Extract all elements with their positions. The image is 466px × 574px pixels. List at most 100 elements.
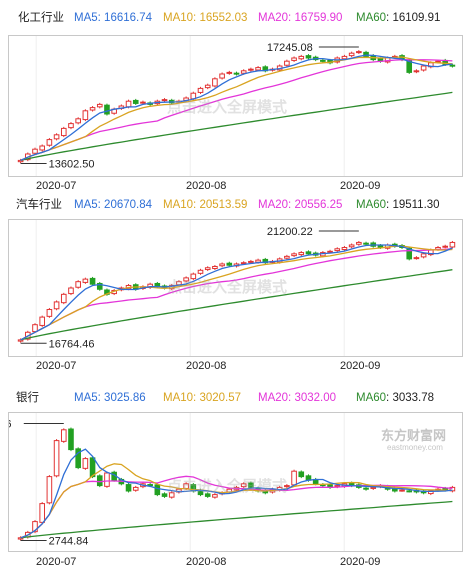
ma5-line	[20, 244, 453, 341]
candle-up	[219, 263, 225, 267]
candle-up	[53, 134, 60, 140]
legend-ma60: MA60: 3033.78	[356, 392, 435, 404]
candle-up	[82, 110, 89, 121]
fullscreen-watermark[interactable]: 点击进入全屏模式	[167, 478, 288, 495]
candle-up	[39, 145, 45, 151]
ma5-line	[20, 448, 453, 539]
candle-up	[82, 278, 89, 283]
candle-up	[341, 247, 348, 251]
high-annotation: 21200.22	[267, 226, 313, 238]
high-annotation: 17245.08	[267, 42, 313, 54]
candle-up	[75, 118, 81, 124]
candle-down	[449, 64, 456, 67]
candle-up	[298, 55, 305, 60]
candle-up	[46, 309, 53, 317]
candle-up	[413, 257, 420, 260]
candle-up	[255, 259, 261, 263]
x-tick: 2020-08	[186, 556, 227, 568]
ma10-line	[20, 463, 453, 539]
plot-area[interactable]: 17245.08 13602.50 点击进入全屏模式	[8, 35, 463, 177]
candle-up	[291, 470, 297, 486]
candle-up	[284, 485, 290, 488]
candle-down	[96, 282, 103, 290]
candle-down	[305, 55, 312, 59]
candle-up	[46, 476, 53, 504]
candle-down	[305, 251, 312, 255]
candle-down	[89, 277, 96, 285]
candle-down	[204, 493, 211, 497]
plot-area[interactable]: 3395.26 2744.84 点击进入全屏模式 东方财富网 eastmoney.…	[8, 412, 463, 552]
candle-down	[226, 262, 233, 266]
candle-up	[204, 84, 211, 89]
x-tick: 2020-09	[340, 556, 381, 568]
candle-up	[60, 127, 67, 137]
candle-up	[197, 87, 204, 93]
legend-ma10: MA10: 16552.03	[163, 12, 248, 24]
candle-up	[161, 99, 168, 102]
candle-up	[449, 241, 456, 248]
x-tick: 2020-08	[186, 360, 227, 372]
candle-up	[82, 458, 89, 469]
fullscreen-watermark[interactable]: 点击进入全屏模式	[167, 279, 288, 296]
candle-up	[46, 139, 53, 146]
ma60-line	[20, 269, 453, 341]
candle-up	[226, 71, 233, 74]
candle-up	[291, 57, 297, 61]
candle-up	[53, 301, 60, 310]
candle-down	[132, 99, 139, 104]
candle-up	[291, 253, 297, 257]
legend-ma20: MA20: 3032.00	[258, 392, 337, 404]
low-annotation: 2744.84	[49, 536, 89, 548]
candle-down	[104, 104, 110, 115]
ma20-line	[20, 248, 453, 341]
candle-up	[212, 78, 218, 87]
legend-ma5: MA5: 3025.86	[74, 392, 146, 404]
candle-down	[363, 51, 369, 57]
x-tick: 2020-07	[36, 180, 77, 192]
eastmoney-logo: 东方财富网	[381, 428, 447, 443]
candle-down	[147, 484, 153, 487]
fullscreen-watermark[interactable]: 点击进入全屏模式	[167, 99, 288, 116]
candle-up	[39, 316, 45, 326]
candle-up	[348, 52, 355, 57]
candle-down	[363, 242, 369, 245]
ma5-line	[20, 54, 453, 161]
candle-down	[406, 247, 413, 260]
candle-up	[60, 429, 67, 442]
legend-ma10: MA10: 3020.57	[163, 392, 242, 404]
candle-down	[89, 457, 96, 478]
candle-down	[406, 490, 413, 493]
chart-panel-auto: 汽车行业 MA5: 20670.84 MA10: 20513.59 MA20: …	[0, 196, 466, 378]
x-tick: 2020-07	[36, 556, 77, 568]
candle-down	[363, 487, 369, 490]
candle-up	[75, 281, 81, 288]
candle-up	[32, 324, 38, 333]
candle-up	[284, 60, 290, 66]
legend-ma20: MA20: 20556.25	[258, 199, 343, 211]
candle-up	[183, 277, 189, 282]
candle-up	[255, 67, 261, 71]
candle-up	[60, 293, 67, 304]
candle-down	[154, 484, 161, 496]
candle-up	[399, 489, 405, 492]
x-axis: 2020-07 2020-08 2020-09	[0, 556, 466, 572]
low-annotation: 16764.46	[49, 338, 95, 350]
candle-up	[68, 287, 74, 295]
candle-up	[420, 65, 427, 71]
candle-up	[240, 262, 247, 265]
candle-up	[284, 255, 290, 259]
plot-area[interactable]: 21200.22 16764.46 点击进入全屏模式	[8, 219, 463, 357]
candle-up	[356, 241, 362, 245]
candle-up	[442, 245, 449, 248]
candle-up	[132, 486, 139, 491]
candle-up	[420, 253, 427, 258]
legend-ma5: MA5: 20670.84	[74, 199, 153, 211]
candle-up	[334, 248, 341, 252]
low-annotation: 13602.50	[49, 159, 95, 171]
legend-ma10: MA10: 20513.59	[163, 199, 248, 211]
ma20-line	[20, 475, 453, 539]
legend-row: 汽车行业 MA5: 20670.84 MA10: 20513.59 MA20: …	[0, 195, 466, 215]
candle-up	[240, 483, 247, 488]
legend-row: 银行 MA5: 3025.86 MA10: 3020.57 MA20: 3032…	[0, 388, 466, 408]
legend-ma20: MA20: 16759.90	[258, 12, 343, 24]
